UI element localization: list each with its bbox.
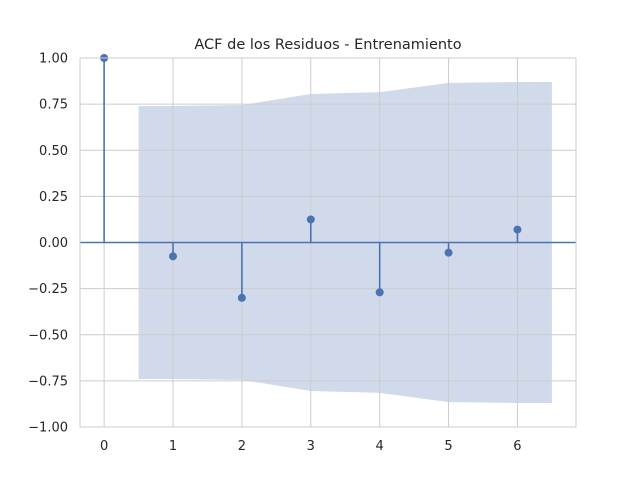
plot-frame (79, 57, 577, 428)
chart-title: ACF de los Residuos - Entrenamiento (194, 37, 461, 53)
y-tick-label-5: −0.25 (28, 282, 68, 297)
tick-layer: 0 1 2 3 4 5 6 1.00 0.75 0.50 0.25 0.00 −0.25 −0.50 −0.… (28, 52, 521, 455)
x-tick-label-3: 3 (307, 439, 315, 454)
y-tick-label-0: 1.00 (39, 52, 68, 67)
y-tick-label-1: 0.75 (39, 98, 68, 113)
x-tick-label-1: 1 (169, 439, 177, 454)
y-tick-label-8: −1.00 (28, 421, 68, 436)
y-tick-label-4: 0.00 (39, 236, 68, 251)
acf-point-lag-1 (169, 252, 177, 261)
acf-point-lag-4 (375, 288, 384, 297)
acf-point-lag-5 (444, 248, 453, 257)
x-tick-label-5: 5 (444, 439, 452, 454)
y-tick-label-7: −0.75 (28, 374, 68, 389)
y-tick-label-2: 0.50 (39, 144, 68, 159)
stem-layer (80, 54, 576, 302)
x-tick-label-0: 0 (100, 439, 108, 454)
x-tick-label-2: 2 (238, 439, 246, 454)
y-tick-label-3: 0.25 (39, 190, 68, 205)
acf-point-lag-6 (513, 225, 522, 234)
x-tick-label-6: 6 (513, 439, 521, 454)
acf-point-lag-3 (306, 215, 315, 224)
x-tick-label-4: 4 (376, 439, 384, 454)
y-tick-label-6: −0.50 (28, 328, 68, 343)
acf-point-lag-2 (237, 293, 246, 302)
